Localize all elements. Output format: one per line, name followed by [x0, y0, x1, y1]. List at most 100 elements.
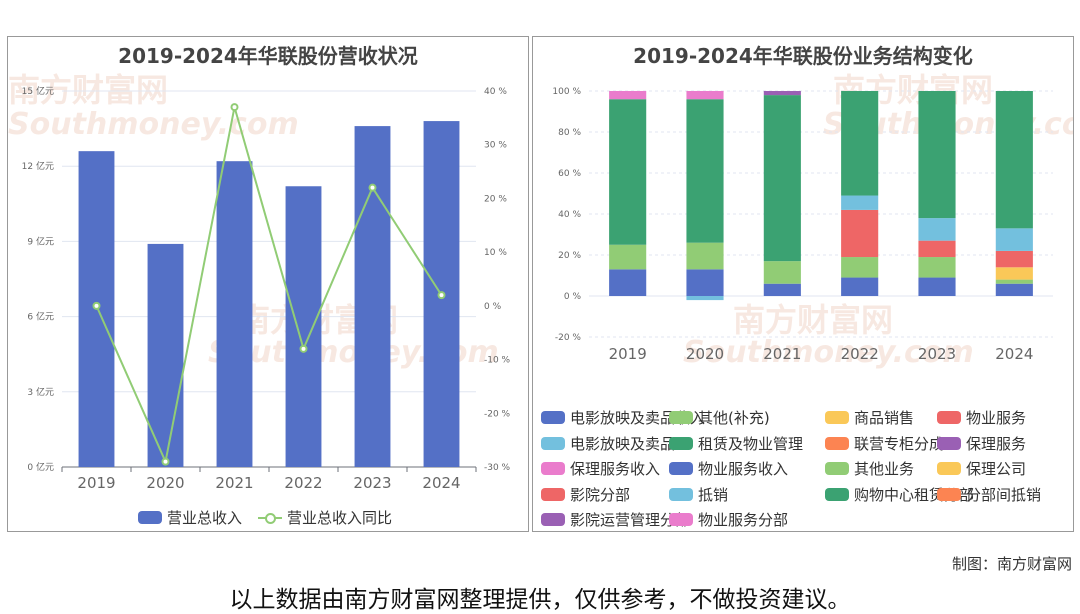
legend-item[interactable]: 电影放映及卖品	[541, 433, 675, 454]
x-category-label: 2019	[77, 474, 115, 492]
stacked-bar-segment	[918, 240, 956, 258]
stacked-bar-segment	[609, 244, 647, 270]
y-left-tick-label: 9 亿元	[27, 235, 54, 247]
y-tick-label: 40 %	[558, 210, 581, 220]
legend-item[interactable]: 保理服务收入	[541, 458, 660, 479]
structure-chart-title: 2019-2024年华联股份业务结构变化	[633, 44, 973, 68]
x-category-label: 2023	[918, 345, 956, 363]
legend-bar-swatch	[138, 511, 162, 524]
legend-swatch	[937, 462, 961, 475]
legend-swatch	[669, 462, 693, 475]
legend-item[interactable]: 分部间抵销	[937, 484, 1041, 505]
structure-chart-panel: 2019-2024年华联股份业务结构变化 南方财富网 Southmoney.co…	[532, 36, 1074, 532]
legend-item[interactable]: 物业服务分部	[669, 509, 788, 530]
legend-item[interactable]: 影院分部	[541, 484, 630, 505]
legend-item[interactable]: 联营专柜分成	[825, 433, 944, 454]
legend-swatch	[669, 513, 693, 526]
legend-label: 营业总收入	[167, 509, 243, 527]
stacked-bar-segment	[841, 257, 879, 278]
revenue-bar	[354, 126, 391, 468]
y-right-tick-label: 20 %	[484, 194, 507, 204]
stacked-bar-segment	[609, 269, 647, 296]
structure-chart-plot: -20 % 0 % 20 % 40 % 60 % 80 % 100 % 2019 2020 202…	[552, 87, 1053, 363]
stacked-bar-segment	[763, 283, 801, 296]
y-right-tick-label: 10 %	[484, 248, 507, 258]
y-right-tick-label: 40 %	[484, 87, 507, 97]
stacked-bar-segment	[763, 261, 801, 284]
legend-swatch	[937, 487, 961, 501]
y-tick-label: -20 %	[555, 333, 582, 343]
legend-item[interactable]: 营业总收入	[138, 507, 242, 528]
stacked-bar-segment	[918, 257, 956, 278]
legend-item[interactable]: 营业总收入同比	[258, 507, 392, 528]
stacked-bar-segment	[995, 91, 1033, 229]
x-category-label: 2024	[995, 345, 1033, 363]
y-tick-label: 60 %	[558, 169, 581, 179]
legend-swatch	[541, 411, 565, 424]
stacked-bar-segment	[686, 296, 724, 301]
legend-item[interactable]: 其他业务	[825, 458, 914, 479]
yoy-point	[161, 457, 170, 466]
legend-item[interactable]: 保理服务	[937, 433, 1026, 454]
legend-item[interactable]: 抵销	[669, 484, 728, 505]
legend-item[interactable]: 租赁及物业管理	[669, 433, 803, 454]
legend-swatch	[937, 436, 961, 450]
legend-label: 租赁及物业管理	[698, 434, 804, 453]
x-category-label: 2021	[215, 474, 253, 492]
legend-swatch	[669, 436, 693, 450]
legend-swatch	[541, 462, 565, 475]
revenue-chart-title: 2019-2024年华联股份营收状况	[118, 44, 418, 68]
y-right-tick-label: -20 %	[484, 409, 511, 419]
y-tick-label: 20 %	[558, 251, 581, 261]
legend-label: 营业总收入同比	[287, 509, 393, 527]
legend-label: 保理公司	[966, 460, 1027, 478]
stacked-bar-segment	[918, 218, 956, 241]
legend-label: 商品销售	[854, 409, 915, 427]
stacked-bar-segment	[686, 242, 724, 270]
yoy-point	[368, 183, 377, 192]
legend-swatch	[541, 487, 565, 501]
stacked-bar-segment	[609, 99, 647, 245]
legend-swatch	[669, 487, 693, 501]
x-category-label: 2022	[841, 345, 879, 363]
x-category-label: 2019	[609, 345, 647, 363]
legend-label: 物业服务分部	[698, 511, 789, 529]
y-left-tick-label: 15 亿元	[22, 85, 54, 97]
disclaimer: 以上数据由南方财富网整理提供，仅供参考，不做投资建议。	[229, 587, 851, 613]
legend-swatch	[825, 487, 849, 501]
legend-line-swatch	[258, 511, 282, 524]
legend-label: 物业服务收入	[698, 460, 789, 478]
legend-item[interactable]: 其他(补充)	[669, 407, 770, 428]
yoy-line	[95, 106, 443, 465]
legend-swatch	[541, 513, 565, 526]
legend-swatch	[669, 411, 693, 424]
legend-label: 物业服务	[966, 409, 1027, 427]
stacked-bar-segment	[763, 95, 801, 262]
legend-item[interactable]: 物业服务收入	[669, 458, 788, 479]
stacked-bar-segment	[609, 91, 647, 100]
y-tick-label: 0 %	[564, 292, 582, 302]
stacked-bar-segment	[995, 228, 1033, 251]
y-tick-label: 100 %	[552, 87, 581, 97]
revenue-chart-panel: 2019-2024年华联股份营收状况 南方财富网 Southmoney.com …	[7, 36, 529, 532]
legend-item[interactable]: 物业服务	[937, 407, 1026, 428]
legend-label: 其他业务	[854, 460, 915, 478]
x-category-label: 2024	[422, 474, 460, 492]
stacked-bar-segment	[841, 209, 879, 258]
yoy-point	[437, 291, 446, 300]
legend-swatch	[937, 411, 961, 424]
x-category-label: 2020	[146, 474, 184, 492]
y-left-tick-label: 0 亿元	[27, 461, 54, 473]
x-category-label: 2023	[353, 474, 391, 492]
legend-item[interactable]: 保理公司	[937, 458, 1026, 479]
legend-item[interactable]: 影院运营管理分部	[541, 509, 690, 530]
revenue-bar	[216, 161, 253, 467]
stacked-bar-segment	[841, 195, 879, 210]
legend-item[interactable]: 商品销售	[825, 407, 914, 428]
stacked-bar-segment	[995, 250, 1033, 268]
y-left-tick-label: 12 亿元	[22, 160, 54, 172]
stacked-bar-segment	[686, 269, 724, 296]
y-right-tick-label: 30 %	[484, 141, 507, 151]
stacked-bar-segment	[995, 283, 1033, 296]
legend-label: 联营专柜分成	[854, 434, 945, 453]
